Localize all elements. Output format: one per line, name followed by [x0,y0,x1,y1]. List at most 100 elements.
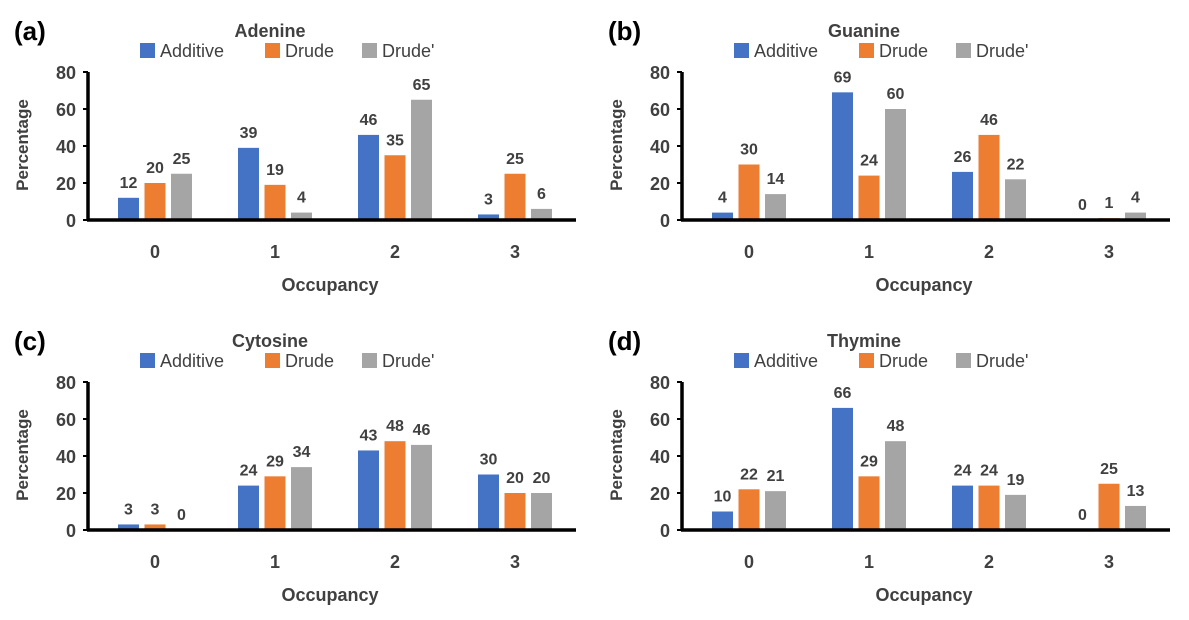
data-label: 0 [1078,507,1087,524]
legend-label-1: Drude [879,41,928,61]
bar-drude-1 [885,441,906,530]
bar-additive-3 [478,214,499,220]
bar-additive-2 [358,450,379,530]
chart-title: Cytosine [232,331,308,351]
y-tick-label: 60 [650,100,670,120]
data-label: 22 [1007,156,1025,173]
data-label: 66 [834,385,852,402]
data-label: 25 [173,151,191,168]
data-label: 60 [887,86,905,103]
x-tick-label: 2 [984,552,994,572]
y-tick-label: 80 [56,373,76,393]
y-axis-label: Percentage [13,409,32,501]
legend-label-2: Drude' [382,351,434,371]
x-tick-label: 2 [984,242,994,262]
bar-drude-3 [531,208,552,220]
x-axis-label: Occupancy [875,275,972,295]
data-label: 22 [740,466,758,483]
legend-swatch-1 [859,353,874,368]
bar-drude-3 [504,173,526,220]
panel-label: (a) [14,16,46,46]
data-label: 24 [240,463,258,480]
bar-drude-3 [1125,212,1146,220]
data-label: 35 [386,132,404,149]
data-label: 30 [480,452,498,469]
y-tick-label: 40 [650,137,670,157]
data-label: 3 [151,501,160,518]
y-tick-label: 0 [66,521,76,541]
x-tick-label: 1 [864,552,874,572]
bar-drude-3 [531,493,552,530]
data-label: 19 [266,162,284,179]
y-axis-label: Percentage [607,99,626,191]
x-tick-label: 2 [390,242,400,262]
bar-drude-2 [384,441,406,530]
chart-panel-d: (d) Thymine Additive Drude Drude' Percentage 0… [607,326,1170,605]
x-tick-label: 0 [744,552,754,572]
legend-swatch-2 [362,353,377,368]
data-label: 25 [1100,461,1118,478]
data-label: 10 [714,489,732,506]
data-label: 65 [413,77,431,94]
bar-additive-0 [712,212,733,220]
data-label: 0 [1078,197,1087,214]
legend-swatch-0 [140,43,155,58]
chart-title: Thymine [827,331,901,351]
data-label: 29 [860,453,878,470]
x-tick-label: 0 [150,552,160,572]
bar-drude-1 [858,175,880,220]
data-label: 34 [293,444,311,461]
legend-label-1: Drude [285,351,334,371]
bar-additive-1 [832,92,853,220]
data-label: 24 [954,463,972,480]
bar-drude-2 [411,444,432,530]
legend-label-0: Additive [754,41,818,61]
data-label: 48 [887,418,905,435]
y-tick-label: 0 [660,521,670,541]
bar-drude-2 [1005,494,1026,530]
bar-drude-1 [858,476,880,530]
bar-drude-0 [765,491,786,530]
y-axis-label: Percentage [13,99,32,191]
y-tick-label: 20 [650,484,670,504]
bar-drude-2 [978,134,1000,220]
x-tick-label: 1 [270,552,280,572]
data-label: 0 [177,507,186,524]
legend-swatch-2 [956,353,971,368]
legend-label-0: Additive [160,351,224,371]
y-tick-label: 60 [650,410,670,430]
chart-panel-c: (c) Cytosine Additive Drude Drude' Percentage… [13,326,576,605]
y-tick-label: 20 [56,484,76,504]
y-tick-label: 40 [650,447,670,467]
data-label: 24 [980,463,998,480]
y-tick-label: 60 [56,100,76,120]
data-label: 69 [834,69,852,86]
data-label: 26 [954,149,972,166]
legend-swatch-1 [859,43,874,58]
x-tick-label: 3 [510,242,520,262]
x-tick-label: 3 [1104,242,1114,262]
data-label: 12 [120,175,138,192]
data-label: 29 [266,453,284,470]
bar-drude-3 [1098,483,1120,530]
data-label: 30 [740,142,758,159]
bar-drude-1 [291,212,312,220]
bar-drude-3 [504,493,526,530]
bar-drude-1 [885,109,906,220]
y-tick-label: 20 [56,174,76,194]
x-tick-label: 3 [510,552,520,572]
bar-drude-0 [738,489,760,530]
data-label: 25 [506,151,524,168]
bar-drude-0 [738,164,760,220]
legend-label-1: Drude [879,351,928,371]
data-label: 46 [360,112,378,129]
data-label: 20 [533,470,551,487]
data-label: 24 [860,153,878,170]
legend-label-0: Additive [754,351,818,371]
legend-swatch-1 [265,43,280,58]
x-axis-label: Occupancy [281,275,378,295]
data-label: 4 [1131,190,1140,207]
data-label: 20 [146,160,164,177]
data-label: 1 [1105,195,1114,212]
